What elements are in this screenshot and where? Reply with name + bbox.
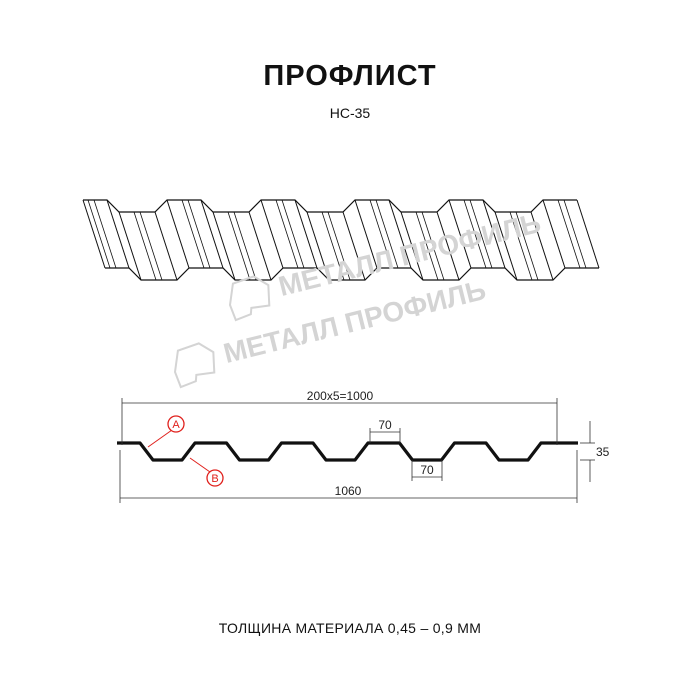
- sheet-fold-line: [306, 211, 330, 281]
- sheet-fold-line: [200, 199, 224, 269]
- sheet-fold-line: [354, 199, 378, 269]
- sheet-fold-line: [436, 211, 460, 281]
- sheet-fold-line: [542, 199, 566, 269]
- sheet-rib-line: [281, 199, 305, 269]
- sheet-fold-line: [388, 199, 412, 269]
- sheet-fold-line: [118, 211, 142, 281]
- sheet-rib-line: [463, 199, 487, 269]
- sheet-fold-line: [82, 199, 106, 269]
- svg-text:МЕТАЛЛ ПРОФИЛЬ: МЕТАЛЛ ПРОФИЛЬ: [220, 274, 488, 369]
- height-dimension: 35: [596, 445, 610, 459]
- sheet-rib-line: [181, 199, 205, 269]
- dimension-lines: [119, 398, 595, 503]
- sheet-rib-line: [275, 199, 299, 269]
- material-thickness: ТОЛЩИНА МАТЕРИАЛА 0,45 – 0,9 ММ: [218, 620, 482, 636]
- sheet-fold-line: [576, 199, 600, 269]
- sheet-fold-line: [106, 199, 130, 269]
- sheet-rib-line: [233, 211, 257, 281]
- sheet-top-edge: [83, 199, 577, 213]
- sheet-rib-line: [557, 199, 581, 269]
- sheet-rib-line: [133, 211, 157, 281]
- sheet-fold-line: [154, 211, 178, 281]
- sheet-rib-line: [87, 199, 111, 269]
- sheet-fold-line: [166, 199, 190, 269]
- sheet-rib-line: [327, 211, 351, 281]
- width-dimension: 1060: [335, 484, 362, 498]
- crest-dimension: 70: [378, 418, 392, 432]
- sheet-rib-line: [321, 211, 345, 281]
- sheet-rib-line: [375, 199, 399, 269]
- sheet-rib-line: [93, 199, 117, 269]
- sheet-fold-line: [482, 199, 506, 269]
- marker-b-label: B: [211, 473, 218, 485]
- sheet-rib-line: [515, 211, 539, 281]
- sheet-fold-line: [248, 211, 272, 281]
- sheet-rib-line: [227, 211, 251, 281]
- sheet-fold-line: [260, 199, 284, 269]
- pitch-dimension: 200x5=1000: [307, 389, 374, 403]
- sheet-fold-line: [400, 211, 424, 281]
- sheet-3d-view: [82, 199, 600, 281]
- sheet-fold-line: [294, 199, 318, 269]
- sheet-rib-line: [139, 211, 163, 281]
- sheet-rib-line: [563, 199, 587, 269]
- sheet-fold-line: [448, 199, 472, 269]
- sheet-fold-line: [494, 211, 518, 281]
- sheet-rib-line: [421, 211, 445, 281]
- sheet-rib-line: [187, 199, 211, 269]
- sheet-rib-line: [369, 199, 393, 269]
- valley-dimension: 70: [420, 463, 434, 477]
- svg-text:МЕТАЛЛ ПРОФИЛЬ: МЕТАЛЛ ПРОФИЛЬ: [275, 207, 543, 302]
- sheet-fold-line: [212, 211, 236, 281]
- page-title: ПРОФЛИСТ: [263, 60, 437, 92]
- marker-a-label: A: [172, 419, 180, 431]
- sheet-rib-line: [509, 211, 533, 281]
- marker-a: A: [147, 415, 185, 448]
- sheet-fold-line: [530, 211, 554, 281]
- profile-section: [117, 441, 578, 462]
- marker-b: B: [189, 457, 224, 487]
- model-label: НС-35: [329, 105, 371, 121]
- sheet-fold-line: [342, 211, 366, 281]
- sheet-bottom-edge: [105, 267, 599, 281]
- sheet-rib-line: [469, 199, 493, 269]
- profile-line: [117, 441, 578, 462]
- sheet-rib-line: [415, 211, 439, 281]
